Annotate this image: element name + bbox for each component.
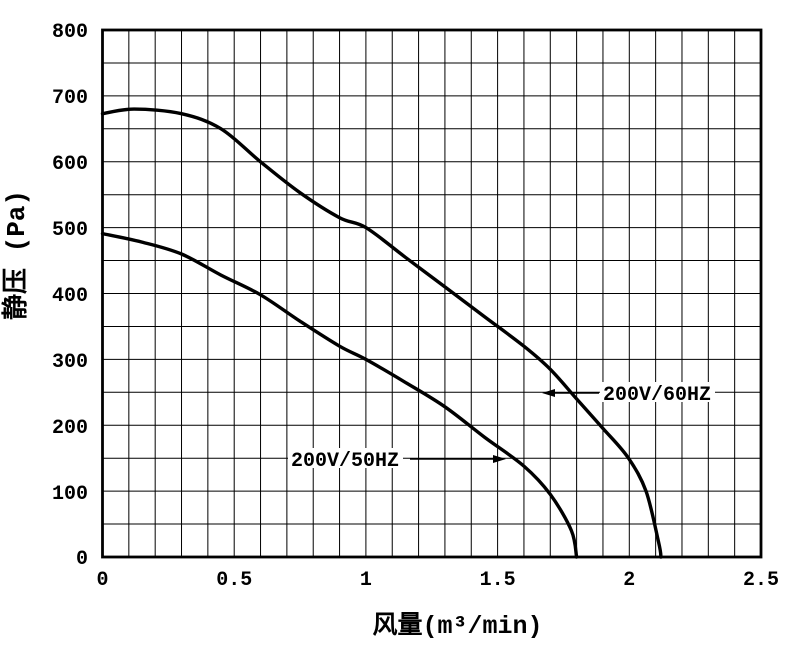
svg-text:200: 200 <box>52 417 88 440</box>
svg-text:100: 100 <box>52 483 88 506</box>
svg-text:1: 1 <box>360 569 372 592</box>
svg-text:500: 500 <box>52 219 88 242</box>
svg-text:200V/60HZ: 200V/60HZ <box>603 384 711 407</box>
svg-text:600: 600 <box>52 153 88 176</box>
svg-text:2.5: 2.5 <box>743 569 779 592</box>
svg-text:700: 700 <box>52 87 88 110</box>
svg-text:400: 400 <box>52 285 88 308</box>
svg-text:2: 2 <box>623 569 635 592</box>
svg-text:200V/50HZ: 200V/50HZ <box>291 450 399 473</box>
svg-text:风量(m³/min): 风量(m³/min) <box>372 611 542 641</box>
svg-text:静压 (Pa): 静压 (Pa) <box>0 190 32 320</box>
svg-text:800: 800 <box>52 21 88 44</box>
svg-text:300: 300 <box>52 351 88 374</box>
svg-text:0: 0 <box>96 569 108 592</box>
svg-text:0: 0 <box>76 548 88 571</box>
svg-text:1.5: 1.5 <box>480 569 516 592</box>
svg-text:0.5: 0.5 <box>216 569 252 592</box>
